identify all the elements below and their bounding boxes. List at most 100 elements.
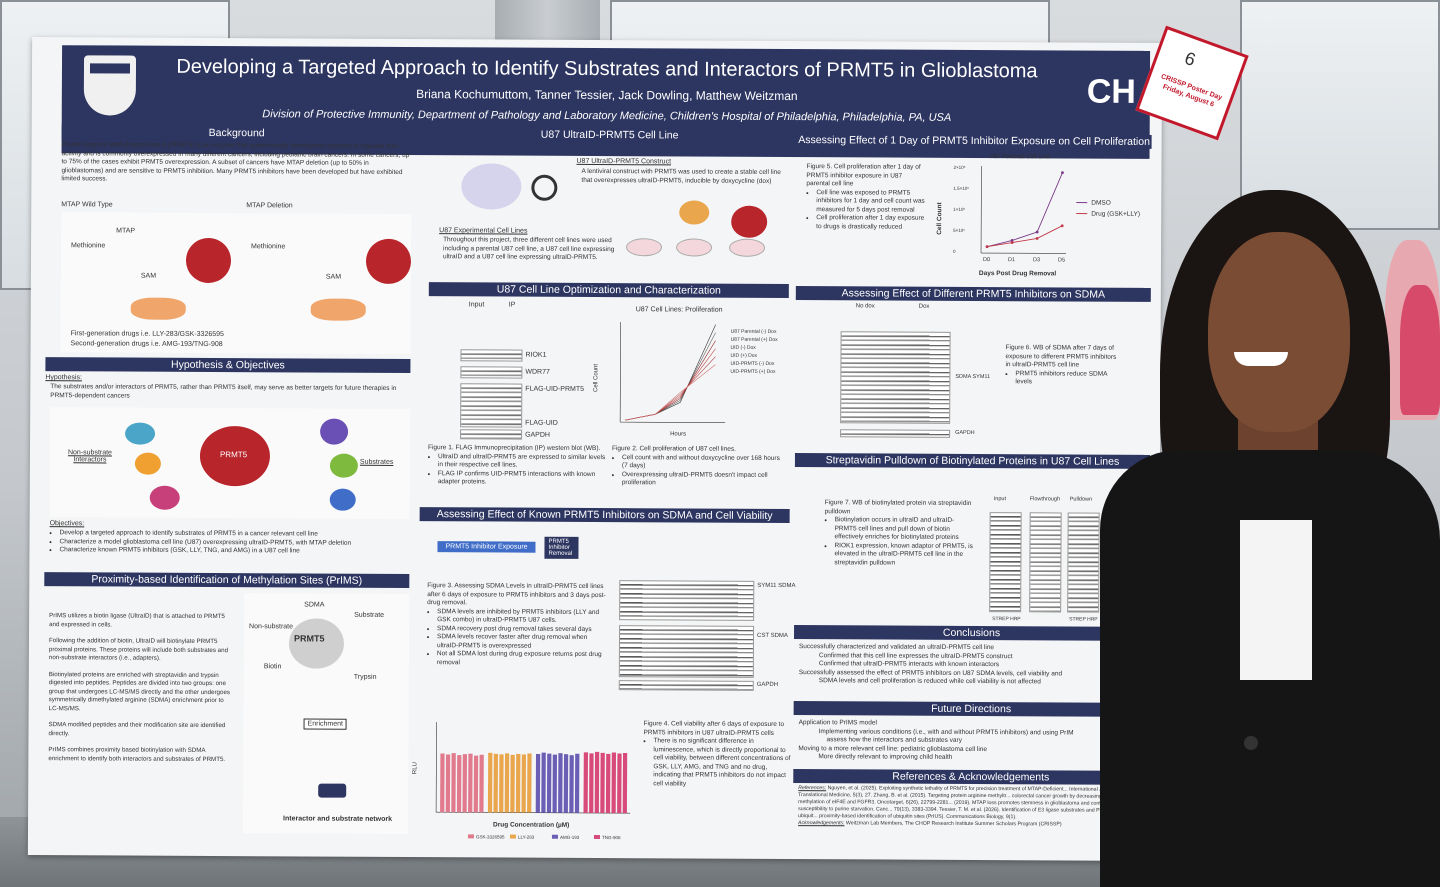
fig1-caption: Figure 1. FLAG Immunoprecipitation (IP) … xyxy=(428,444,608,500)
fig5-ticks: D0 D1 D3 D5 2×10⁶ 1.5×10⁶ 1×10⁶ 5×10⁵ 0 xyxy=(953,165,1065,264)
future-line: More directly relevant to improving chil… xyxy=(818,753,953,761)
ultraid-protein xyxy=(679,200,710,225)
fig1-bullet: FLAG IP confirms UID-PRMT5 interactions … xyxy=(438,470,608,488)
fig2-xlabel: Hours xyxy=(670,431,686,437)
fig2-legend-label: UID-PRMT5 (-) Dox xyxy=(730,361,774,367)
strep-hrp-label: STREP HRP xyxy=(992,616,1021,623)
fig4-bar xyxy=(589,753,594,813)
section-conclusions-title: Conclusions xyxy=(794,625,1150,641)
fig5-title-a: U87 Parental Cell Line: xyxy=(990,154,1052,160)
fig4-bar xyxy=(617,753,622,814)
fig4-xlabel: Drug Concentration (µM) xyxy=(493,821,569,828)
fig5-ytick: 5×10⁵ xyxy=(953,228,965,233)
fig5-point xyxy=(1035,230,1039,234)
non-substrate-label: Non-substrate Interactors xyxy=(67,449,112,464)
blazer-button xyxy=(1244,736,1258,750)
blot-strep-flowthrough xyxy=(1029,512,1062,613)
strep-hrp-label-2: STREP HRP xyxy=(1069,616,1098,623)
interactor-blob xyxy=(149,485,180,510)
ack-label: Acknowledgements: xyxy=(798,820,845,827)
fig7-bullet: RIOK1 expression, known adaptor of PRMT5… xyxy=(834,542,974,568)
methionine-label: Methionine xyxy=(251,243,286,251)
prmt5-protein xyxy=(731,205,768,238)
prims-paragraph: PrIMS combines proximity based biotinyla… xyxy=(48,746,226,763)
blot-gapdh xyxy=(460,429,523,440)
plasmid-icon xyxy=(531,174,558,201)
fig4-bar xyxy=(605,753,611,814)
substrate-blob xyxy=(310,298,366,321)
band-gapdh: GAPDH xyxy=(525,431,550,439)
tag-text: CRISSP Poster Day Friday, August 6 xyxy=(1159,73,1223,109)
band-flag-uid-prmt5: FLAG-UID-PRMT5 xyxy=(525,385,585,393)
prims-paragraph: Biotinylated proteins are enriched with … xyxy=(48,670,231,712)
section-inhibitors-sdma-title: Assessing Effect of Different PRMT5 Inhi… xyxy=(795,286,1151,302)
fig4-bar xyxy=(569,755,574,813)
fig4-bar xyxy=(558,753,563,813)
fig5-bullet: Cell proliferation after 1 day exposure … xyxy=(816,214,926,232)
fig6-title: Figure 6. WB of SDMA after 7 days of exp… xyxy=(1005,344,1117,369)
fig5-point xyxy=(985,245,989,249)
prmt5-interactor-diagram: PRMT5 Non-substrate Interactors Substrat… xyxy=(49,407,411,520)
prmt5-blob xyxy=(185,237,232,284)
fig7-title: Figure 7. WB of biotinylated protein via… xyxy=(824,499,972,515)
fig4-bar xyxy=(600,752,605,814)
fig2-ylabel: Cell Count xyxy=(593,364,599,392)
background-text: Protein Arginine Methyltransferase 5 (PR… xyxy=(61,141,410,183)
objectives-list: Develop a targeted approach to identify … xyxy=(49,529,409,563)
fig4-legend-swatch xyxy=(551,834,558,839)
section-sdma-viability-title: Assessing Effect of Known PRMT5 Inhibito… xyxy=(419,507,790,524)
objective-item: Characterize known PRMT5 inhibitors (GSK… xyxy=(59,546,409,556)
ack-body: Weitzman Lab Members, The CHOP Research … xyxy=(845,820,1062,828)
fig4-bar xyxy=(552,754,557,813)
section-streptavidin-title: Streptavidin Pulldown of Biotinylated Pr… xyxy=(794,453,1150,469)
fig5-series-group xyxy=(985,171,1064,249)
fig5-ytick: 2×10⁶ xyxy=(953,165,965,170)
fig3-title: Figure 3. Assessing SDMA Levels in ultra… xyxy=(427,582,606,607)
sdma-sym11-label: SDMA SYM11 xyxy=(955,373,991,381)
sam-label: SAM xyxy=(140,272,157,280)
fig3-bullet: SDMA levels are inhibited by PRMT5 inhib… xyxy=(437,608,607,626)
conclusion-line: SDMA levels and cell proliferation is re… xyxy=(818,677,1041,686)
fig3-caption: Figure 3. Assessing SDMA Levels in ultra… xyxy=(427,582,608,703)
no-dox-label: No dox xyxy=(855,303,875,310)
substrate-blob xyxy=(130,297,186,320)
references-text: References: Nguyen, et al. (2025). Explo… xyxy=(798,785,1143,849)
fig4-bar xyxy=(535,754,541,813)
mtap-label: MTAP xyxy=(116,227,136,235)
prmt5-center-label: PRMT5 xyxy=(219,450,248,460)
section-references-title: References & Acknowledgements xyxy=(793,769,1149,785)
hypothesis-text: The substrates and/or interactors of PRM… xyxy=(50,383,397,400)
fig4-ylabel: RLU xyxy=(412,762,418,774)
blot-gapdh-2 xyxy=(618,680,754,691)
fig4-bar xyxy=(473,755,479,813)
background-person xyxy=(1400,285,1440,415)
non-substrate-label: Non-substrate xyxy=(249,623,294,631)
fig5-caption: Figure 5. Cell proliferation after 1 day… xyxy=(806,163,926,256)
fig2-title: U87 Cell Lines: Proliferation xyxy=(636,306,723,313)
fig1-bullet: UltraID and ultraID-PRMT5 are expressed … xyxy=(438,453,608,471)
fig4-caption: Figure 4. Cell viability after 6 days of… xyxy=(643,720,794,836)
dish-uid-prmt5 xyxy=(729,238,766,257)
fig4-title: Figure 4. Cell viability after 6 days of… xyxy=(643,720,785,737)
blot-sym11-sdma xyxy=(619,580,755,621)
label-sym11: SYM11 SDMA xyxy=(757,582,796,590)
dish-u87 xyxy=(626,238,663,257)
strep-flowthrough-label: Flowthrough xyxy=(1029,496,1061,503)
fig2-legend-label: UID (+) Dox xyxy=(730,353,757,359)
fig5-title: Figure 5. Cell proliferation after 1 day… xyxy=(806,163,921,188)
fig5-xtick: D5 xyxy=(1058,257,1065,263)
fig4-bar xyxy=(515,753,521,813)
fig5-point xyxy=(1010,241,1014,244)
blot-strep-pulldown xyxy=(1067,512,1100,613)
section-future-title: Future Directions xyxy=(793,701,1149,717)
fig5-point xyxy=(1010,239,1014,242)
fig2-series-line xyxy=(625,340,716,421)
fig4-bar xyxy=(499,754,504,813)
fig5-series-line xyxy=(986,172,1063,248)
prims-text: PrIMS utilizes a biotin ligase (UltraID)… xyxy=(48,612,234,813)
fig7-caption: Figure 7. WB of biotinylated protein via… xyxy=(824,499,975,600)
dish-uid xyxy=(676,238,713,257)
label-cst: CST SDMA xyxy=(757,632,788,640)
fig4-bar xyxy=(521,754,526,813)
blot-ip-label: IP xyxy=(508,301,516,309)
